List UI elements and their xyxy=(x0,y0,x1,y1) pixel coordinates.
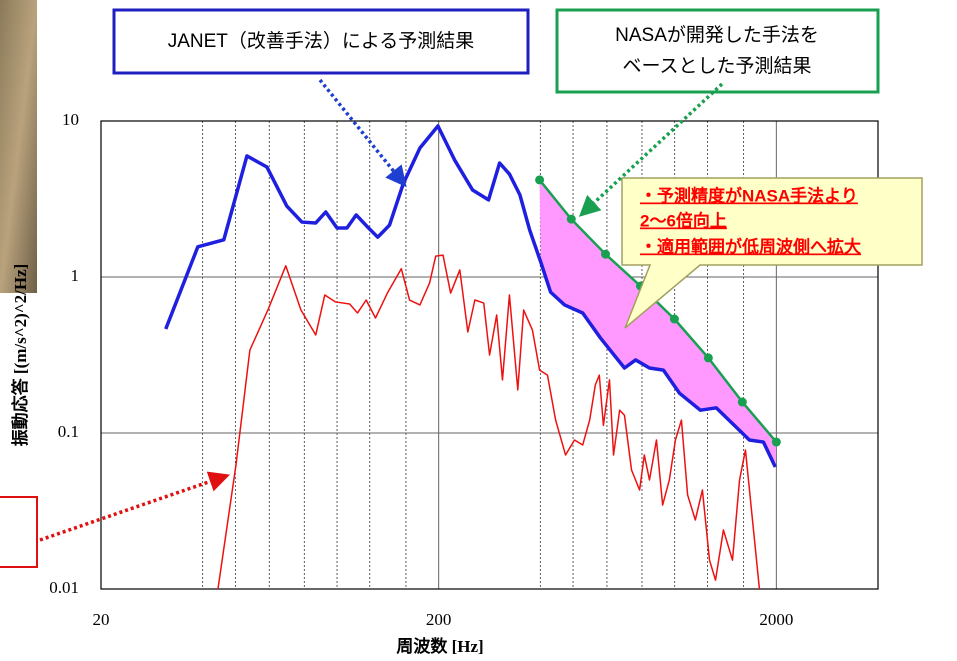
photo-strip xyxy=(0,0,37,293)
series-point xyxy=(601,249,611,259)
y-tick-label: 0.01 xyxy=(49,578,79,597)
x-tick-label: 200 xyxy=(426,610,452,629)
janet-arrow xyxy=(318,78,407,188)
series-point xyxy=(737,397,747,407)
x-axis-label: 周波数 [Hz] xyxy=(396,636,483,656)
y-tick-label: 0.1 xyxy=(58,422,79,441)
nasa-note: NASAが開発した手法を xyxy=(615,24,819,46)
improvement-note: ・予測精度がNASA手法より xyxy=(640,185,858,205)
series-line xyxy=(538,179,778,443)
series-point xyxy=(703,353,713,363)
x-tick-label: 2000 xyxy=(759,610,793,629)
series-point xyxy=(669,314,679,324)
series-point xyxy=(535,175,545,185)
y-tick-label: 10 xyxy=(62,110,79,129)
series-point xyxy=(771,437,781,447)
nasa-box xyxy=(555,8,880,94)
nasa-note: ベースとした予測結果 xyxy=(622,55,811,77)
measured-arrow xyxy=(39,471,230,542)
improvement-note: 2～6倍向上 xyxy=(640,210,727,230)
y-tick-label: 1 xyxy=(71,266,80,285)
improvement-note: ・適用範囲が低周波側へ拡大 xyxy=(640,236,861,256)
x-tick-label: 20 xyxy=(93,610,110,629)
nasa-arrow xyxy=(578,82,724,217)
series-line xyxy=(164,124,777,468)
janet-note: JANET（改善手法）による予測結果 xyxy=(168,30,475,52)
measured-box xyxy=(0,496,38,568)
y-axis-label: 振動応答 [(m/s^2)^2/Hz] xyxy=(10,264,30,447)
series-point xyxy=(566,214,576,224)
janet-box xyxy=(112,8,530,75)
shaded-band xyxy=(539,179,777,468)
improvement-callout xyxy=(621,177,923,329)
plot-border xyxy=(100,120,879,590)
series-line xyxy=(217,254,761,589)
